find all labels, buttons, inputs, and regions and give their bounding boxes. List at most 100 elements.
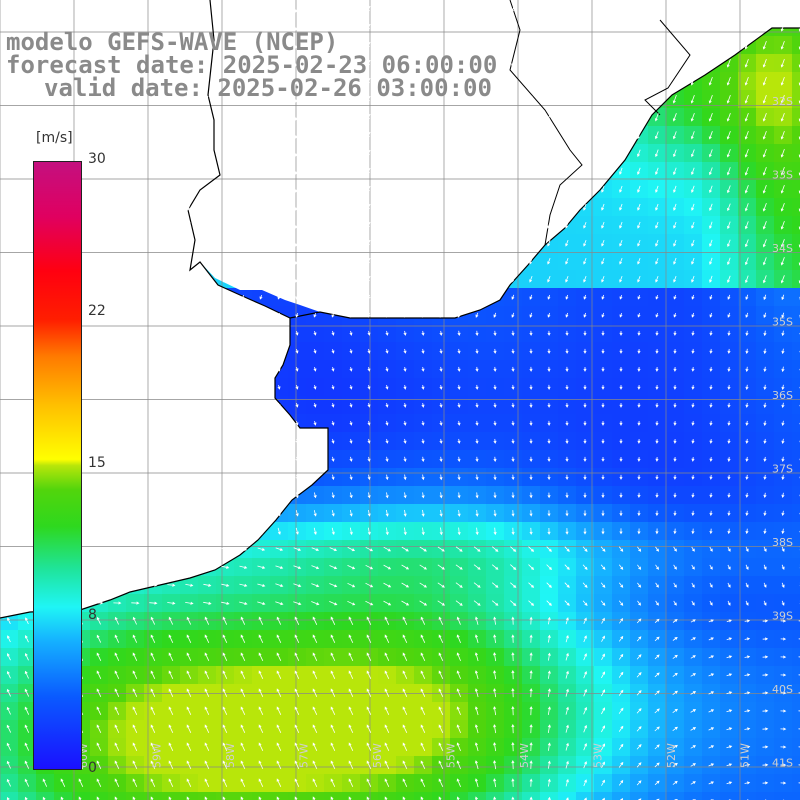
wind-speed-cell: [0, 792, 19, 800]
wind-arrow: [241, 95, 245, 103]
wind-arrow: [133, 402, 137, 408]
wind-arrow: [311, 547, 320, 551]
wind-speed-cell: [594, 792, 613, 800]
wind-arrow: [151, 221, 155, 229]
wind-arrow: [133, 312, 137, 318]
wind-arrow: [655, 420, 659, 426]
wind-arrow: [546, 546, 552, 552]
wind-arrow: [367, 203, 371, 211]
wind-arrow: [241, 5, 245, 13]
wind-arrow: [583, 131, 587, 139]
wind-arrow: [7, 312, 11, 318]
wind-arrow: [583, 330, 587, 336]
wind-arrow: [709, 257, 713, 265]
wind-arrow: [457, 239, 461, 247]
wind-speed-cell: [792, 108, 800, 127]
wind-arrow: [7, 239, 11, 247]
coastline: [0, 0, 800, 619]
wind-arrow: [763, 294, 767, 301]
wind-arrow: [745, 257, 749, 266]
wind-arrow: [329, 547, 338, 552]
wind-arrow: [457, 23, 461, 31]
wind-arrow: [601, 131, 605, 140]
wind-arrow: [493, 492, 497, 499]
wind-arrow: [403, 474, 407, 481]
wind-arrow: [151, 131, 155, 139]
wind-arrow: [313, 456, 317, 462]
wind-arrow: [187, 149, 191, 157]
wind-arrow: [169, 5, 173, 13]
wind-speed-cell: [144, 792, 163, 800]
wind-arrow: [672, 23, 677, 32]
wind-arrow: [601, 239, 605, 247]
wind-arrow: [367, 420, 371, 426]
wind-arrow: [493, 239, 497, 247]
wind-arrow: [726, 185, 731, 194]
wind-speed-cell: [252, 792, 271, 800]
wind-arrow: [439, 131, 443, 139]
wind-arrow: [547, 95, 551, 103]
wind-arrow: [313, 95, 317, 103]
wind-arrow: [763, 330, 767, 337]
wind-arrow: [205, 113, 209, 121]
wind-arrow: [690, 40, 695, 50]
wind-arrow: [151, 185, 155, 193]
wind-arrow: [547, 203, 551, 211]
wind-arrow: [762, 94, 767, 104]
wind-arrow: [781, 438, 785, 445]
wind-arrow: [331, 312, 335, 318]
wind-arrow: [151, 456, 155, 462]
wind-arrow: [727, 402, 731, 408]
wind-arrow: [385, 131, 389, 139]
wind-arrow: [709, 221, 713, 230]
wind-arrow: [439, 239, 443, 247]
wind-arrow: [115, 330, 119, 336]
wind-arrow: [349, 149, 353, 157]
wind-arrow: [637, 221, 641, 229]
wind-speed-cell: [792, 216, 800, 235]
wind-arrow: [295, 366, 299, 372]
wind-arrow: [601, 275, 605, 283]
wind-arrow: [115, 294, 119, 300]
wind-arrow: [744, 148, 749, 158]
wind-arrow: [763, 492, 767, 499]
wind-arrow: [493, 59, 497, 67]
wind-arrow: [690, 58, 695, 68]
wind-arrow: [457, 294, 461, 300]
wind-arrow: [475, 5, 479, 13]
wind-arrow: [277, 474, 281, 481]
wind-arrow: [367, 367, 371, 372]
wind-arrow: [43, 77, 47, 85]
wind-arrow: [259, 456, 263, 462]
wind-speed-cell: [792, 90, 800, 109]
wind-arrow: [169, 438, 173, 444]
wind-arrow: [493, 77, 497, 85]
wind-arrow: [275, 547, 284, 551]
wind-arrow: [95, 565, 104, 569]
wind-arrow: [654, 77, 659, 86]
wind-arrow: [223, 330, 227, 336]
lat-label: 38S: [772, 536, 793, 549]
wind-speed-cell: [702, 792, 721, 800]
wind-arrow: [583, 95, 587, 104]
wind-arrow: [169, 95, 173, 103]
wind-arrow: [241, 294, 245, 300]
wind-arrow: [185, 547, 194, 551]
wind-arrow: [403, 275, 407, 283]
wind-arrow: [691, 149, 695, 158]
wind-arrow: [205, 5, 209, 13]
wind-arrow: [636, 95, 641, 104]
wind-arrow: [673, 312, 677, 318]
wind-arrow: [583, 474, 587, 481]
wind-arrow: [7, 474, 11, 480]
wind-arrow: [547, 348, 551, 354]
wind-arrow: [547, 185, 551, 193]
wind-arrow: [511, 149, 515, 157]
wind-arrow: [349, 221, 353, 229]
wind-arrow: [781, 528, 785, 535]
wind-arrow: [511, 131, 515, 139]
wind-arrow: [511, 239, 515, 247]
wind-arrow: [367, 474, 371, 481]
wind-arrow: [421, 41, 425, 49]
wind-arrow: [457, 149, 461, 157]
